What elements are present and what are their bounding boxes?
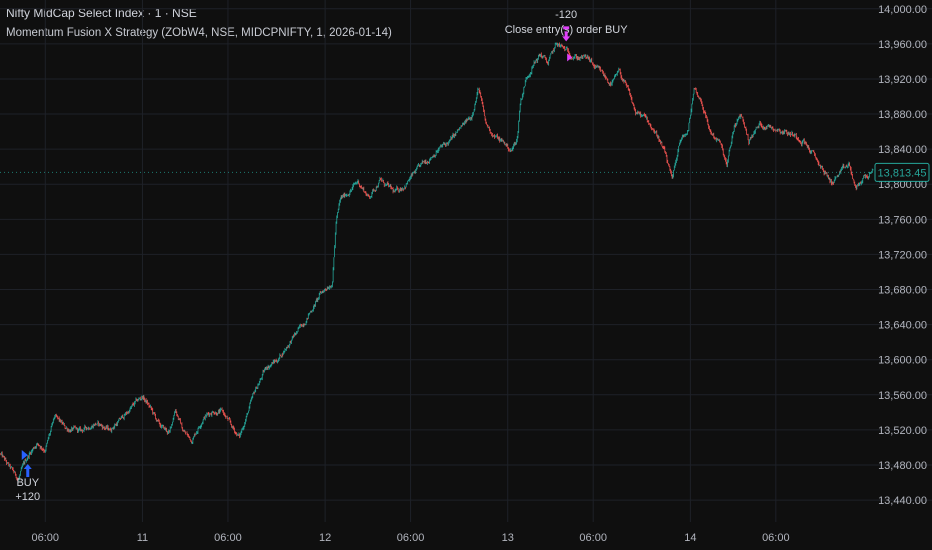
x-tick-label: 06:00 [32,532,60,544]
y-tick-label: 13,920.00 [878,74,927,86]
exit-flag-icon [567,53,573,62]
buy-arrow-icon[interactable] [23,463,32,477]
y-tick-label: 13,720.00 [878,249,927,261]
y-tick-label: 14,000.00 [878,4,927,16]
buy-qty-label: +120 [15,491,40,503]
y-tick-label: 13,680.00 [878,285,927,297]
x-tick-label: 06:00 [214,532,242,544]
x-tick-label: 12 [319,532,331,544]
chart-symbol-title: Nifty MidCap Select Index · 1 · NSE [6,6,197,20]
y-tick-label: 13,520.00 [878,425,927,437]
buy-label: BUY [16,477,39,489]
x-tick-label: 06:00 [397,532,425,544]
x-tick-label: 13 [502,532,514,544]
y-tick-label: 13,600.00 [878,355,927,367]
y-tick-label: 13,480.00 [878,460,927,472]
y-tick-label: 13,440.00 [878,495,927,507]
y-tick-label: 13,560.00 [878,390,927,402]
last-price-tag [874,162,930,182]
close-order-label: Close entry(s) order BUY [505,24,629,36]
y-tick-label: 13,960.00 [878,39,927,51]
y-tick-label: 13,760.00 [878,214,927,226]
x-tick-label: 06:00 [579,532,607,544]
close-arrow-icon[interactable] [562,26,571,42]
y-tick-label: 13,880.00 [878,109,927,121]
strategy-title[interactable]: Momentum Fusion X Strategy (ZObW4, NSE, … [6,27,392,39]
x-tick-label: 06:00 [762,532,790,544]
x-tick-label: 14 [684,532,696,544]
y-tick-label: 13,640.00 [878,320,927,332]
close-qty-label: -120 [555,9,577,21]
y-tick-label: 13,800.00 [878,179,927,191]
y-tick-label: 13,840.00 [878,144,927,156]
entry-flag-icon [21,449,28,460]
x-tick-label: 11 [137,532,148,544]
last-price-label: 13,813.45 [878,167,927,179]
